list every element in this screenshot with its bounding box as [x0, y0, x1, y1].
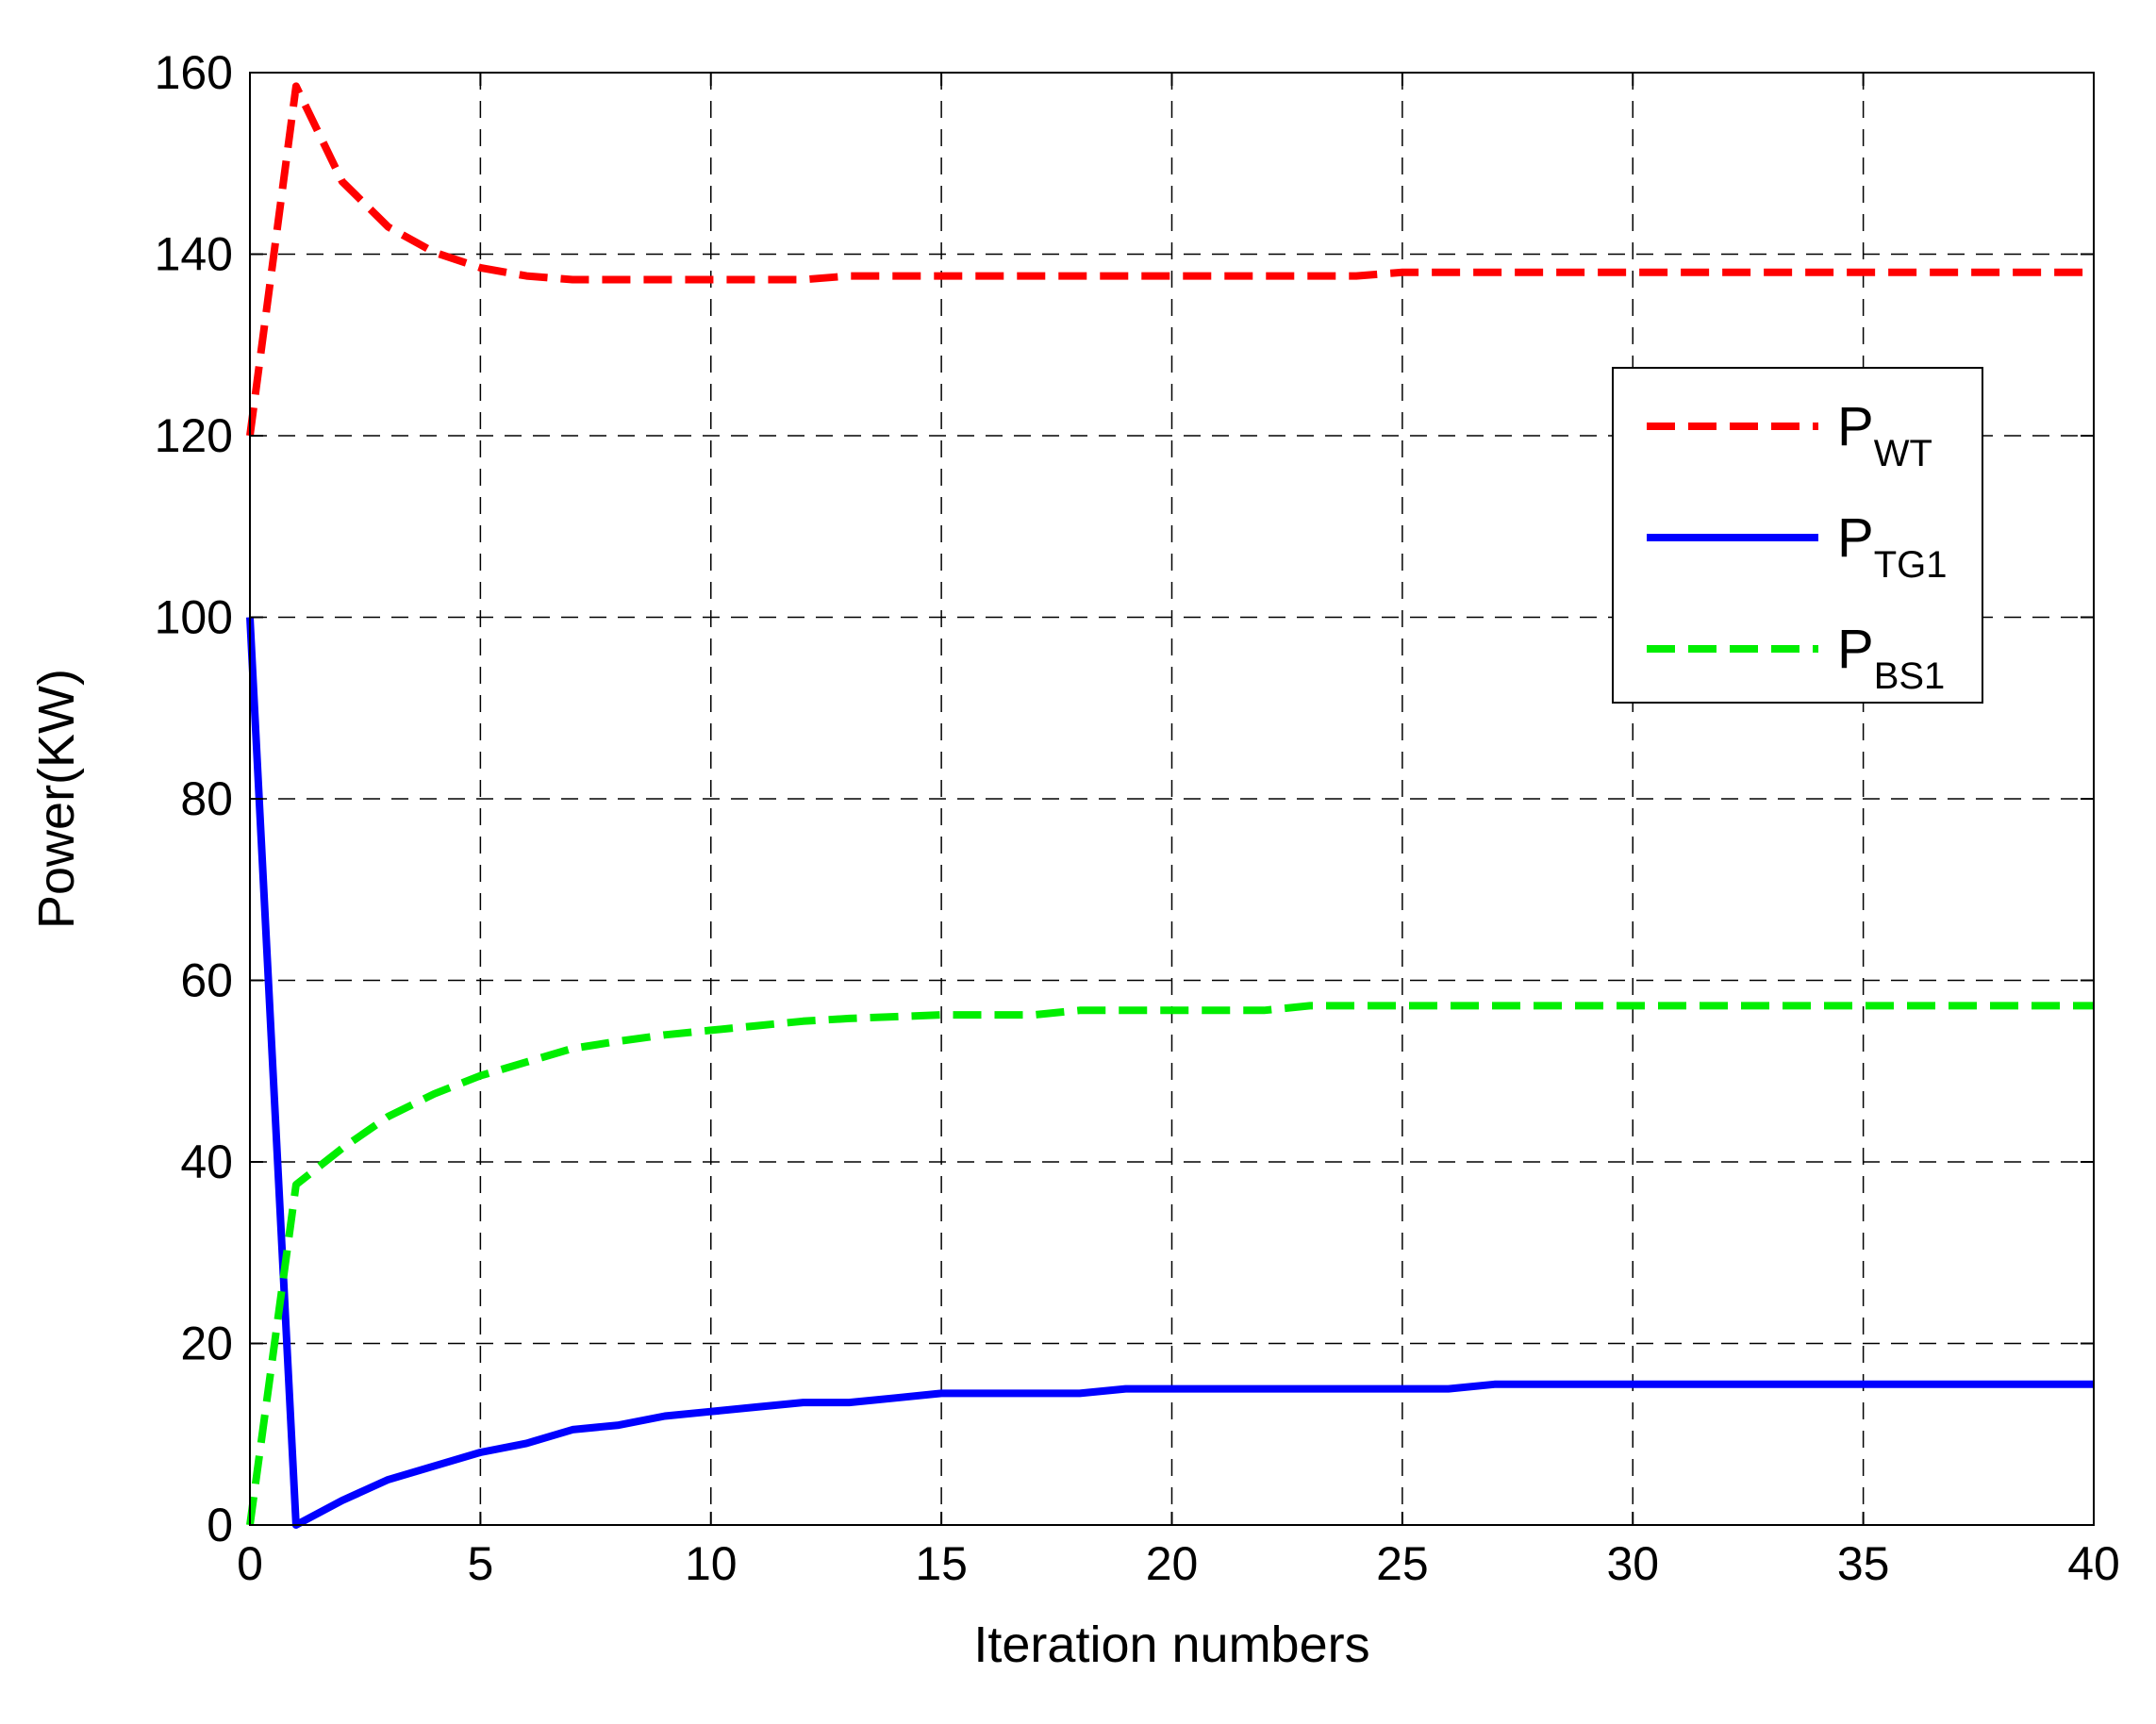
legend-label-main: P — [1837, 619, 1874, 680]
y-tick-label-1: 20 — [180, 1318, 233, 1370]
legend-label-bs1: PBS1 — [1837, 619, 1945, 697]
x-tick-label-3: 15 — [915, 1537, 968, 1590]
x-axis-title: Iteration numbers — [973, 1616, 1369, 1673]
legend-label-subscript: TG1 — [1874, 544, 1948, 586]
legend-label-main: P — [1837, 507, 1874, 569]
y-tick-label-5: 100 — [155, 591, 233, 644]
y-tick-label-8: 160 — [155, 46, 233, 99]
y-axis-title: Power(KW) — [28, 669, 85, 929]
legend-label-main: P — [1837, 396, 1874, 457]
x-tick-label-8: 40 — [2067, 1537, 2120, 1590]
y-tick-label-7: 140 — [155, 228, 233, 281]
legend-label-subscript: BS1 — [1874, 655, 1946, 697]
x-tick-label-4: 20 — [1146, 1537, 1199, 1590]
x-tick-label-7: 35 — [1837, 1537, 1890, 1590]
y-tick-label-4: 80 — [180, 772, 233, 825]
y-tick-label-3: 60 — [180, 954, 233, 1007]
series-line-bs1 — [246, 1002, 2094, 1526]
legend-label-tg1: PTG1 — [1837, 507, 1947, 586]
series-layer — [246, 82, 2094, 1529]
y-tick-label-2: 40 — [180, 1136, 233, 1188]
x-tick-label-1: 5 — [467, 1537, 493, 1590]
y-tick-label-0: 0 — [207, 1499, 233, 1551]
x-tick-label-0: 0 — [237, 1537, 263, 1590]
legend-label-subscript: WT — [1874, 433, 1932, 474]
x-tick-label-5: 25 — [1376, 1537, 1429, 1590]
axis-ticks: 0 5 10 15 20 25 30 35 40 0 20 40 60 80 100 120 140 160 — [155, 46, 2120, 1590]
x-tick-label-2: 10 — [685, 1537, 738, 1590]
series-line-tg1 — [246, 617, 2094, 1529]
legend-label-wt: PWT — [1837, 396, 1932, 474]
x-tick-label-6: 30 — [1606, 1537, 1659, 1590]
series-line-wt — [246, 82, 2094, 437]
y-tick-label-6: 120 — [155, 409, 233, 462]
